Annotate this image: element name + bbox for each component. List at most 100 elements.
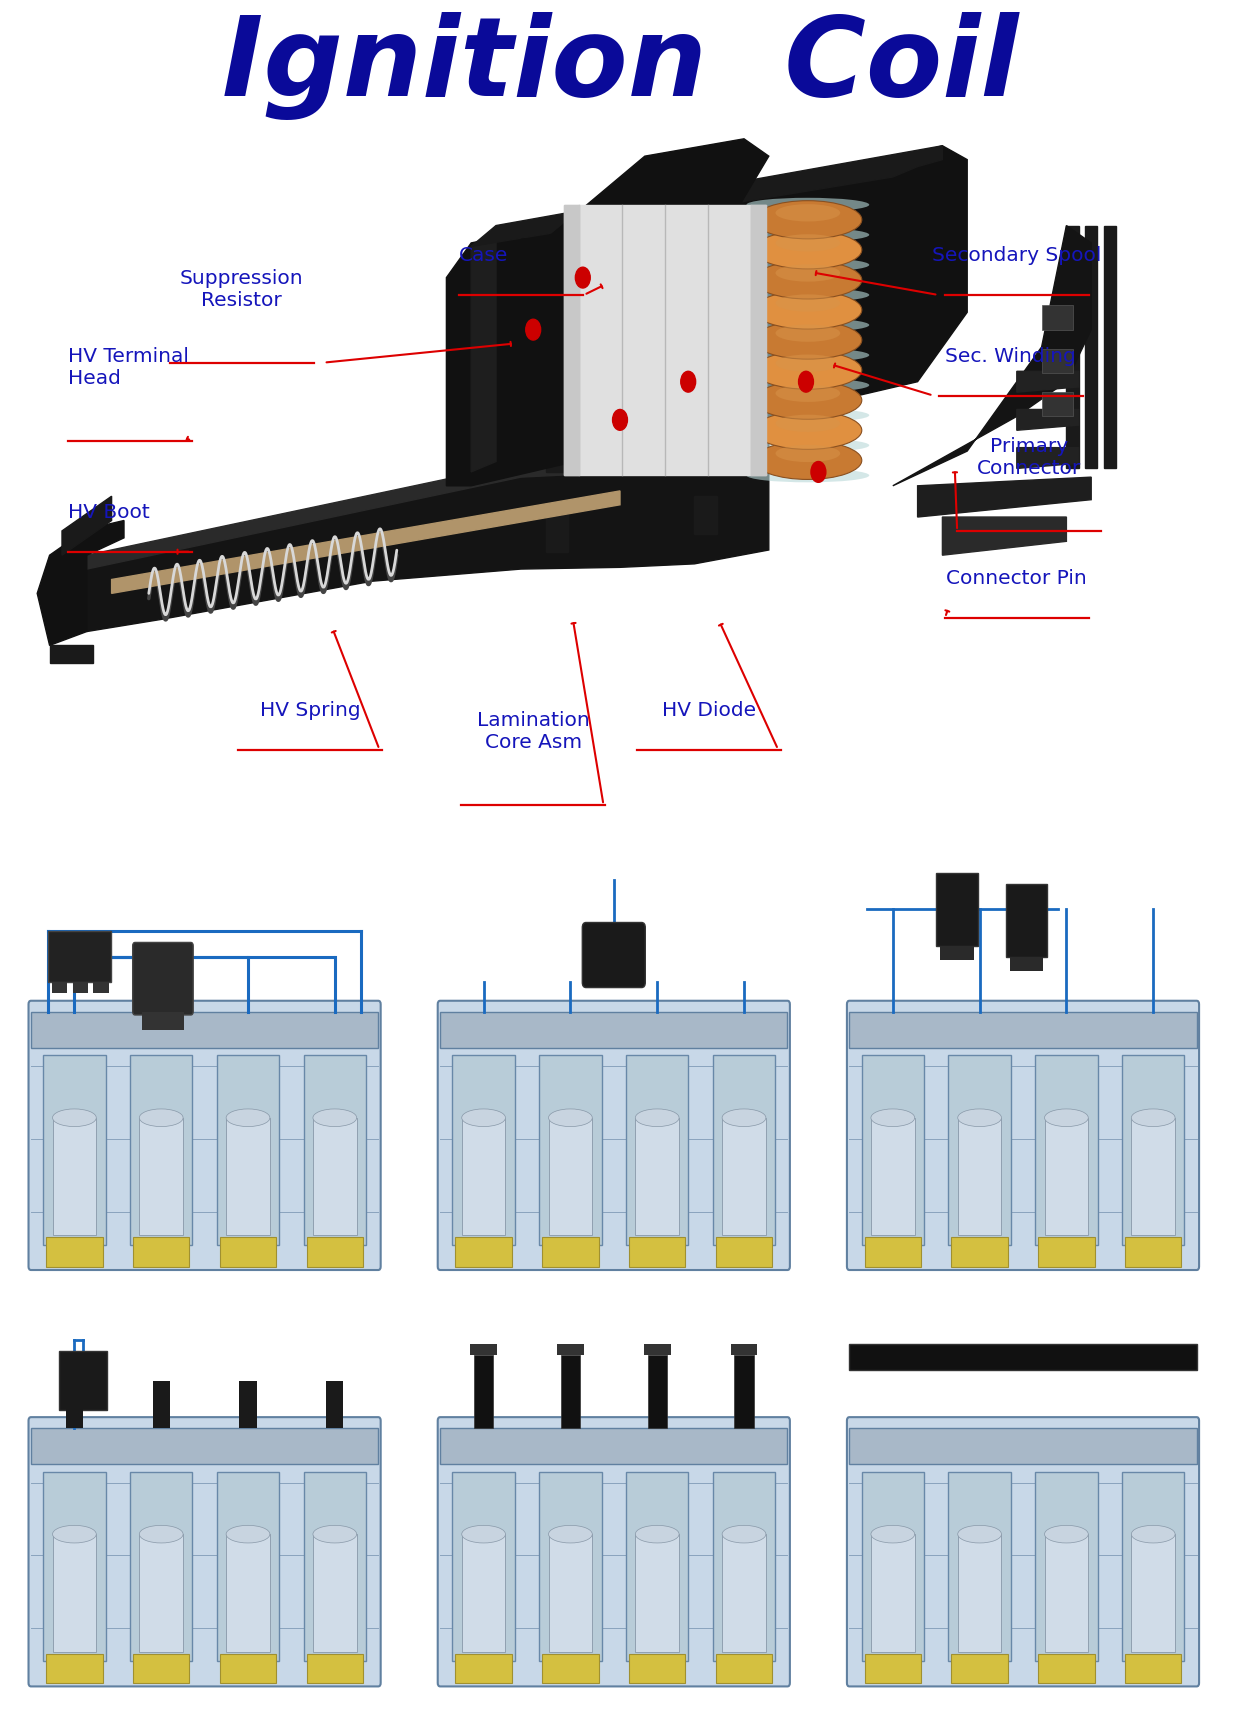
Bar: [440, 1012, 787, 1048]
Ellipse shape: [139, 1525, 184, 1542]
Bar: [713, 1055, 775, 1244]
Circle shape: [799, 371, 813, 392]
Bar: [542, 1653, 599, 1683]
Bar: [951, 1237, 1008, 1267]
Bar: [862, 1055, 924, 1244]
Bar: [312, 1117, 357, 1235]
Bar: [949, 1055, 1011, 1244]
Bar: [1042, 305, 1073, 330]
Bar: [635, 1534, 680, 1652]
Text: HV Terminal
Head: HV Terminal Head: [68, 347, 188, 389]
Bar: [46, 1653, 103, 1683]
Bar: [43, 1055, 105, 1244]
Text: Case: Case: [459, 246, 508, 265]
Polygon shape: [564, 205, 766, 475]
Bar: [1038, 1237, 1095, 1267]
Polygon shape: [546, 514, 568, 552]
Circle shape: [613, 409, 627, 430]
Bar: [453, 1471, 515, 1660]
Polygon shape: [564, 205, 579, 475]
Bar: [849, 1345, 1197, 1369]
Circle shape: [681, 371, 696, 392]
Bar: [1006, 883, 1048, 958]
Bar: [226, 1117, 270, 1235]
Ellipse shape: [226, 1525, 270, 1542]
Bar: [949, 1471, 1011, 1660]
Ellipse shape: [746, 349, 869, 363]
Ellipse shape: [312, 1109, 357, 1126]
Bar: [52, 1117, 97, 1235]
Ellipse shape: [775, 354, 841, 371]
Bar: [470, 1345, 497, 1355]
Ellipse shape: [548, 1525, 593, 1542]
Polygon shape: [1017, 409, 1079, 430]
Bar: [139, 1117, 184, 1235]
Polygon shape: [87, 437, 769, 569]
Ellipse shape: [957, 1109, 1002, 1126]
Ellipse shape: [775, 324, 841, 342]
Bar: [1035, 1471, 1097, 1660]
Polygon shape: [694, 496, 717, 534]
Text: Sec. Winding: Sec. Winding: [945, 347, 1076, 366]
Ellipse shape: [746, 439, 869, 453]
Polygon shape: [893, 226, 1091, 486]
Bar: [1131, 1534, 1176, 1652]
Ellipse shape: [1131, 1525, 1176, 1542]
FancyBboxPatch shape: [29, 1001, 381, 1270]
Ellipse shape: [754, 321, 862, 359]
Bar: [951, 1653, 1008, 1683]
Bar: [722, 1534, 766, 1652]
Bar: [647, 1355, 667, 1428]
Polygon shape: [446, 146, 967, 486]
Polygon shape: [521, 139, 769, 239]
Bar: [1122, 1471, 1184, 1660]
Bar: [864, 1653, 921, 1683]
Bar: [130, 1055, 192, 1244]
Ellipse shape: [754, 411, 862, 449]
Bar: [1131, 1117, 1176, 1235]
Bar: [133, 1653, 190, 1683]
Bar: [626, 1055, 688, 1244]
Bar: [1042, 349, 1073, 373]
Bar: [31, 1428, 378, 1464]
Bar: [548, 1534, 593, 1652]
Bar: [1038, 1653, 1095, 1683]
Ellipse shape: [52, 1109, 97, 1126]
Ellipse shape: [226, 1109, 270, 1126]
Circle shape: [526, 319, 541, 340]
FancyBboxPatch shape: [29, 1417, 381, 1686]
Ellipse shape: [754, 441, 862, 479]
Bar: [957, 1117, 1002, 1235]
FancyBboxPatch shape: [438, 1417, 790, 1686]
Bar: [217, 1055, 279, 1244]
Bar: [139, 1534, 184, 1652]
Bar: [43, 1471, 105, 1660]
Ellipse shape: [722, 1109, 766, 1126]
Polygon shape: [918, 477, 1091, 517]
Bar: [870, 1534, 915, 1652]
Polygon shape: [112, 491, 620, 593]
Ellipse shape: [722, 1525, 766, 1542]
Polygon shape: [546, 434, 568, 472]
Ellipse shape: [1044, 1109, 1089, 1126]
FancyBboxPatch shape: [847, 1001, 1199, 1270]
Bar: [52, 1534, 97, 1652]
Ellipse shape: [746, 259, 869, 272]
Polygon shape: [942, 517, 1066, 555]
Bar: [1044, 1534, 1089, 1652]
FancyBboxPatch shape: [133, 942, 193, 1015]
Text: Suppression
Resistor: Suppression Resistor: [180, 269, 304, 311]
Bar: [48, 932, 110, 982]
Bar: [539, 1471, 601, 1660]
Ellipse shape: [635, 1525, 680, 1542]
Polygon shape: [471, 146, 942, 246]
Bar: [1122, 1055, 1184, 1244]
Bar: [715, 1237, 773, 1267]
Bar: [474, 1355, 494, 1428]
Polygon shape: [1017, 448, 1079, 468]
Bar: [864, 1237, 921, 1267]
Text: Ignition  Coil: Ignition Coil: [222, 12, 1018, 120]
Polygon shape: [471, 236, 496, 472]
Ellipse shape: [746, 468, 869, 482]
Bar: [304, 1055, 366, 1244]
